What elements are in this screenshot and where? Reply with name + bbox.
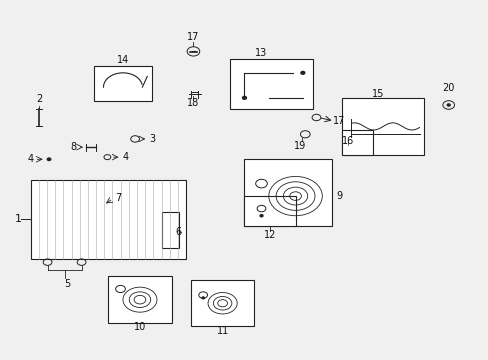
Bar bbox=[229, 59, 312, 109]
Bar bbox=[244, 158, 331, 226]
Bar bbox=[341, 98, 424, 155]
Text: 16: 16 bbox=[341, 136, 353, 146]
Text: 7: 7 bbox=[115, 193, 121, 203]
Bar bbox=[341, 130, 372, 155]
Text: 11: 11 bbox=[216, 326, 228, 336]
Text: 3: 3 bbox=[149, 134, 155, 144]
Text: 12: 12 bbox=[263, 230, 275, 240]
Bar bbox=[108, 276, 171, 323]
Text: 2: 2 bbox=[36, 94, 42, 104]
Circle shape bbox=[260, 215, 263, 217]
Circle shape bbox=[447, 104, 449, 106]
Bar bbox=[244, 196, 295, 226]
Circle shape bbox=[202, 297, 204, 299]
Text: 4: 4 bbox=[27, 154, 34, 164]
Bar bbox=[191, 280, 254, 327]
Text: 13: 13 bbox=[255, 48, 267, 58]
Circle shape bbox=[300, 71, 304, 74]
Text: 9: 9 bbox=[336, 191, 342, 201]
Circle shape bbox=[47, 158, 51, 161]
Text: 17: 17 bbox=[187, 32, 199, 42]
Text: 8: 8 bbox=[70, 142, 76, 152]
Bar bbox=[162, 212, 179, 248]
Text: 10: 10 bbox=[134, 322, 146, 332]
Text: 19: 19 bbox=[294, 141, 306, 151]
Text: 5: 5 bbox=[64, 279, 70, 289]
Text: 20: 20 bbox=[442, 83, 454, 93]
Text: 1: 1 bbox=[15, 214, 22, 224]
Text: 4: 4 bbox=[122, 152, 128, 162]
Text: 18: 18 bbox=[187, 98, 199, 108]
Text: 15: 15 bbox=[371, 89, 384, 99]
Text: 17: 17 bbox=[332, 116, 345, 126]
Circle shape bbox=[242, 96, 246, 99]
Bar bbox=[30, 180, 186, 258]
Text: 6: 6 bbox=[176, 227, 182, 237]
Text: 14: 14 bbox=[117, 55, 129, 65]
Bar bbox=[94, 66, 152, 102]
